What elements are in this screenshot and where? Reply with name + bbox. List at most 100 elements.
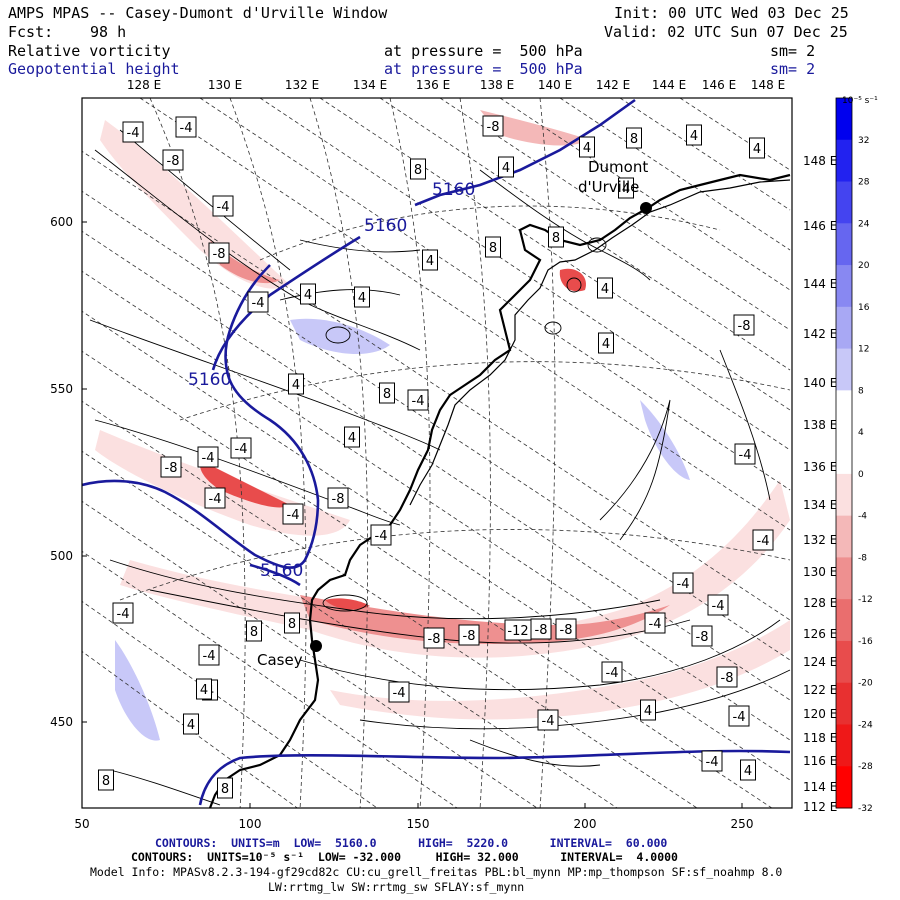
vorticity-label-box [122, 121, 144, 143]
colorbar-swatch [836, 640, 852, 684]
vorticity-label: -4 [375, 529, 388, 544]
colorbar-label: -20 [858, 679, 873, 689]
vorticity-label: -4 [733, 710, 746, 725]
vorticity-label-box [601, 661, 623, 683]
vorticity-label-box [734, 443, 756, 465]
vorticity-label: -8 [696, 630, 709, 645]
vorticity-label: -4 [649, 617, 662, 632]
vorticity-label: -4 [202, 451, 215, 466]
colorbar-label: 32 [858, 136, 869, 146]
negative-vorticity-band-north [100, 120, 290, 289]
vorticity-label-box [212, 195, 234, 217]
vorticity-label-box [160, 456, 182, 478]
colorbar-label: 24 [858, 219, 870, 229]
vorticity-label-box [246, 620, 262, 642]
vorticity-label: 8 [552, 231, 560, 246]
vorticity-label: -4 [677, 577, 690, 592]
vorticity-label: -4 [117, 607, 130, 622]
top-lon-label: 142 E [596, 78, 630, 92]
right-lon-label: 138 E [803, 418, 837, 432]
negative-vorticity-coast-east [480, 110, 590, 146]
right-lon-label: 114 E [803, 780, 837, 794]
height-contour-5160-west-loop [224, 264, 320, 501]
vorticity-label-box [379, 382, 395, 404]
top-lon-label: 132 E [285, 78, 319, 92]
top-lon-label: 128 E [127, 78, 161, 92]
vorticity-label-box [204, 487, 226, 509]
vorticity-label: 4 [304, 288, 312, 303]
stations: Casey Dumont d'Urville [257, 158, 653, 669]
vorticity-label: 8 [630, 132, 638, 147]
vorticity-label-box [354, 286, 370, 308]
vorticity-label-box [247, 291, 269, 313]
vorticity-labels: -4 -4 -8 -4 -8 -4 4 4 8 8 -8 4 8 4 4 4 4 4 4 8 8 -4 -8 -4 -4 -8 -4… [98, 115, 774, 799]
negative-vorticity-core-west [199, 460, 290, 508]
vorticity-label-box [733, 314, 755, 336]
right-lon-label: 146 E [803, 219, 837, 233]
vorticity-label: 8 [102, 774, 110, 789]
vorticity-label-box [579, 136, 595, 158]
right-lon-label: 122 E [803, 683, 837, 697]
vorticity-contours [89, 129, 791, 806]
vorticity-label-box [555, 618, 577, 640]
colorbar-label: 8 [858, 386, 864, 396]
coastline [208, 173, 791, 808]
field1-smoothing: sm= 2 [770, 42, 816, 60]
vorticity-label-box [422, 249, 438, 271]
height-contour-5160-mid [211, 235, 361, 371]
colorbar-label: -8 [858, 553, 867, 563]
vorticity-label-box [626, 127, 642, 149]
vorticity-label-box [288, 373, 304, 395]
vorticity-label: -8 [332, 492, 345, 507]
height-contour-5160-south [198, 749, 791, 806]
vorticity-label-box [485, 236, 501, 258]
vorticity-label: -8 [428, 632, 441, 647]
vorticity-label-box [183, 713, 199, 735]
colorbar-label: -16 [858, 637, 873, 647]
colorbar-unit-label: 10⁻⁵ s⁻¹ [842, 96, 878, 106]
colorbar-swatch [836, 348, 852, 391]
colorbar-swatch [836, 599, 852, 642]
negative-vorticity-spots-dumont [559, 268, 586, 292]
height-labels: 5160 5160 5160 5160 [188, 180, 475, 581]
right-lon-label: 142 E [803, 327, 837, 341]
vorticity-label: 4 [358, 291, 366, 306]
vorticity-label: 4 [744, 764, 752, 779]
vorticity-label-box [327, 487, 349, 509]
vorticity-label: 4 [200, 683, 208, 698]
field2-level: at pressure = 500 hPa [384, 60, 583, 78]
vorticity-label-box [618, 177, 634, 199]
vorticity-label-box [196, 678, 212, 700]
right-lon-label: 120 E [803, 707, 837, 721]
x-tick-label: 200 [574, 817, 597, 831]
colorbar-label: 20 [858, 261, 870, 271]
vorticity-label-box [740, 759, 756, 781]
vorticity-label-box [701, 750, 723, 772]
right-lon-label: 124 E [803, 655, 837, 669]
vorticity-label-box [707, 594, 729, 616]
axis-labels: 128 E 130 E 132 E 134 E 136 E 138 E 140 E 142 E… [50, 78, 837, 831]
field2-smoothing: sm= 2 [770, 60, 816, 78]
field1-name: Relative vorticity [8, 42, 171, 60]
vorticity-label: 4 [644, 704, 652, 719]
vorticity-label: 8 [489, 241, 497, 256]
vorticity-label-box [98, 769, 114, 791]
vorticity-label: 4 [187, 718, 195, 733]
top-lon-label: 130 E [208, 78, 242, 92]
vorticity-label: -4 [235, 442, 248, 457]
colorbar-swatch [836, 181, 852, 224]
vorticity-label: -8 [560, 623, 573, 638]
vorticity-label-box [749, 137, 765, 159]
x-tick-label: 250 [731, 817, 754, 831]
station-casey-marker [310, 640, 322, 652]
colorbar-swatch [836, 265, 852, 308]
vorticity-label: -4 [393, 686, 406, 701]
vorticity-label: -4 [209, 492, 222, 507]
vorticity-label-box [407, 389, 429, 411]
vorticity-label-box [230, 437, 252, 459]
vorticity-label-box [282, 503, 304, 525]
right-lon-label: 132 E [803, 533, 837, 547]
colorbar-swatch [836, 223, 852, 266]
station-dumont-label: Dumont d'Urville [578, 158, 653, 196]
